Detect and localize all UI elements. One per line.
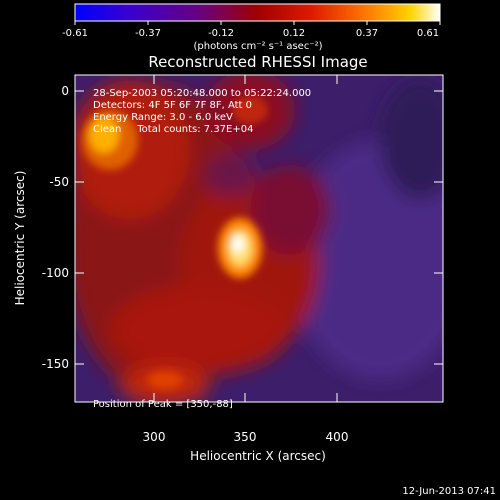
plot-title: Reconstructed RHESSI Image (148, 53, 367, 71)
peak-position-label: Position of Peak = [350,-88] (93, 399, 233, 410)
x-axis-label: Heliocentric X (arcsec) (190, 449, 326, 463)
colorbar-tick: -0.37 (135, 28, 161, 39)
y-tick-label: -50 (49, 175, 69, 189)
heatmap-image (75, 75, 443, 402)
info-time-range: 28-Sep-2003 05:20:48.000 to 05:22:24.000 (93, 88, 311, 99)
x-tick-label: 300 (143, 430, 166, 444)
x-tick-label: 400 (326, 430, 349, 444)
info-energy-range: Energy Range: 3.0 - 6.0 keV (93, 112, 233, 123)
colorbar: -0.61 -0.37 -0.12 0.12 0.37 0.61 (photon… (62, 3, 441, 52)
colorbar-tick: 0.61 (417, 28, 439, 39)
y-tick-label: 0 (61, 84, 69, 98)
colorbar-tick: 0.37 (356, 28, 378, 39)
info-clean-counts: Clean Total counts: 7.37E+04 (93, 124, 253, 135)
y-axis-label: Heliocentric Y (arcsec) (13, 171, 27, 306)
y-tick-label: -100 (42, 266, 69, 280)
timestamp: 12-Jun-2013 07:41 (402, 486, 496, 497)
colorbar-tick: -0.61 (62, 28, 88, 39)
y-tick-label: -150 (42, 357, 69, 371)
colorbar-tick: -0.12 (208, 28, 234, 39)
colorbar-unit-label: (photons cm⁻² s⁻¹ asec⁻²) (193, 41, 322, 52)
info-detectors: Detectors: 4F 5F 6F 7F 8F, Att 0 (93, 100, 252, 111)
plot-axes (74, 74, 444, 403)
colorbar-gradient (75, 4, 440, 21)
colorbar-tick: 0.12 (283, 28, 305, 39)
x-tick-label: 350 (234, 430, 257, 444)
